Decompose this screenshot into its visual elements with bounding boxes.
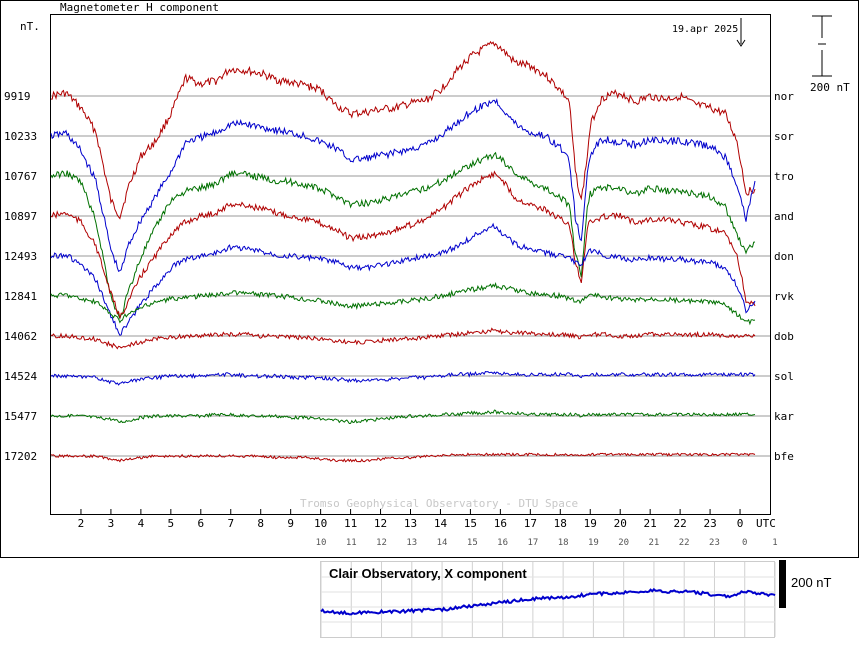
secondary-x-tick-label: 14 xyxy=(437,538,448,548)
secondary-x-tick-label: 18 xyxy=(558,538,569,548)
trace-tro xyxy=(50,151,756,320)
secondary-x-tick-label: 15 xyxy=(467,538,478,548)
x-tick-label: 22 xyxy=(674,517,687,530)
x-tick-label: 12 xyxy=(374,517,387,530)
baseline-label: 17202 xyxy=(4,450,37,463)
secondary-x-tick-label: 17 xyxy=(527,538,538,548)
trace-rvk xyxy=(50,282,756,326)
watermark: Tromso Geophysical Observatory - DTU Spa… xyxy=(300,497,578,510)
inset-series-trace xyxy=(320,587,776,616)
trace-sor xyxy=(50,98,756,273)
baseline-label: 14062 xyxy=(4,330,37,343)
trace-and xyxy=(50,170,756,319)
baseline-label: 14524 xyxy=(4,370,37,383)
baseline-label: 15477 xyxy=(4,410,37,423)
x-tick-label: 16 xyxy=(494,517,507,530)
trace-sol xyxy=(50,371,756,386)
x-tick-label: 6 xyxy=(197,517,204,530)
trace-don xyxy=(50,222,756,336)
x-tick-label: 7 xyxy=(227,517,234,530)
x-axis-label: UTC xyxy=(756,517,776,530)
station-label: tro xyxy=(774,170,794,183)
secondary-x-tick-label: 16 xyxy=(497,538,508,548)
inset-scale-bar xyxy=(779,560,786,608)
station-label: bfe xyxy=(774,450,794,463)
secondary-x-tick-label: 1 xyxy=(772,538,777,548)
baseline-labels: 9919 10233 10767 10897 12493 12841 14062 14524 1… xyxy=(4,90,37,463)
secondary-x-tick-label: 23 xyxy=(709,538,720,548)
station-label: and xyxy=(774,210,794,223)
scale-bar-label: 200 nT xyxy=(810,81,850,94)
baseline-label: 10897 xyxy=(4,210,37,223)
time-marker-arrow-icon xyxy=(736,18,746,47)
x-tick-label: 0 xyxy=(737,517,744,530)
inset-scale-label: 200 nT xyxy=(791,575,832,590)
scale-bar xyxy=(812,15,832,77)
station-labels: nor sor tro and don rvk dob sol kar bfe xyxy=(774,90,794,463)
x-tick-label: 2 xyxy=(78,517,85,530)
x-tick-label: 21 xyxy=(644,517,657,530)
x-tick-label: 15 xyxy=(464,517,477,530)
x-tick-label: 10 xyxy=(314,517,327,530)
x-tick-label: 23 xyxy=(703,517,716,530)
y-unit-label: nT. xyxy=(20,20,40,33)
x-tick-label: 11 xyxy=(344,517,357,530)
station-label: kar xyxy=(774,410,794,423)
x-tick-labels: 2 3 4 5 6 7 8 9 10 11 12 13 14 15 16 17 18 19 20 21 22 23 0 xyxy=(78,509,744,530)
station-label: sol xyxy=(774,370,794,383)
x-tick-label: 3 xyxy=(108,517,115,530)
x-tick-label: 20 xyxy=(614,517,627,530)
x-tick-label: 5 xyxy=(168,517,175,530)
baseline-label: 12493 xyxy=(4,250,37,263)
secondary-x-tick-labels: 10 11 12 13 14 15 16 17 18 19 20 21 22 23 0 1 xyxy=(316,538,778,548)
inset-gridlines xyxy=(320,562,776,637)
x-tick-label: 19 xyxy=(584,517,597,530)
secondary-x-tick-label: 12 xyxy=(376,538,387,548)
station-label: dob xyxy=(774,330,794,343)
secondary-x-tick-label: 21 xyxy=(649,538,660,548)
baseline-label: 10767 xyxy=(4,170,37,183)
secondary-x-tick-label: 0 xyxy=(742,538,747,548)
secondary-x-tick-label: 22 xyxy=(679,538,690,548)
secondary-x-tick-label: 10 xyxy=(316,538,327,548)
chart-title: Magnetometer H component xyxy=(60,1,219,14)
baseline-label: 9919 xyxy=(4,90,31,103)
station-label: rvk xyxy=(774,290,794,303)
inset-title: Clair Observatory, X component xyxy=(329,566,527,581)
secondary-x-tick-label: 19 xyxy=(588,538,599,548)
x-tick-label: 8 xyxy=(257,517,264,530)
secondary-x-tick-label: 13 xyxy=(406,538,417,548)
secondary-x-tick-label: 11 xyxy=(346,538,357,548)
station-label: nor xyxy=(774,90,794,103)
series-traces xyxy=(50,40,756,463)
baseline-label: 12841 xyxy=(4,290,37,303)
secondary-x-tick-label: 20 xyxy=(618,538,629,548)
x-tick-label: 18 xyxy=(554,517,567,530)
main-plot-area xyxy=(50,14,771,515)
trace-bfe xyxy=(50,452,756,463)
date-label: 19.apr 2025 xyxy=(672,24,738,35)
x-tick-label: 17 xyxy=(524,517,537,530)
trace-nor xyxy=(51,40,756,220)
station-label: don xyxy=(774,250,794,263)
x-tick-label: 4 xyxy=(138,517,145,530)
inset-trace-line xyxy=(320,587,776,616)
x-tick-label: 9 xyxy=(287,517,294,530)
x-tick-label: 13 xyxy=(404,517,417,530)
trace-kar xyxy=(50,409,756,425)
inset-chart-frame xyxy=(320,561,775,638)
station-label: sor xyxy=(774,130,794,143)
x-tick-label: 14 xyxy=(434,517,448,530)
trace-dob xyxy=(50,327,756,350)
baseline-label: 10233 xyxy=(4,130,37,143)
